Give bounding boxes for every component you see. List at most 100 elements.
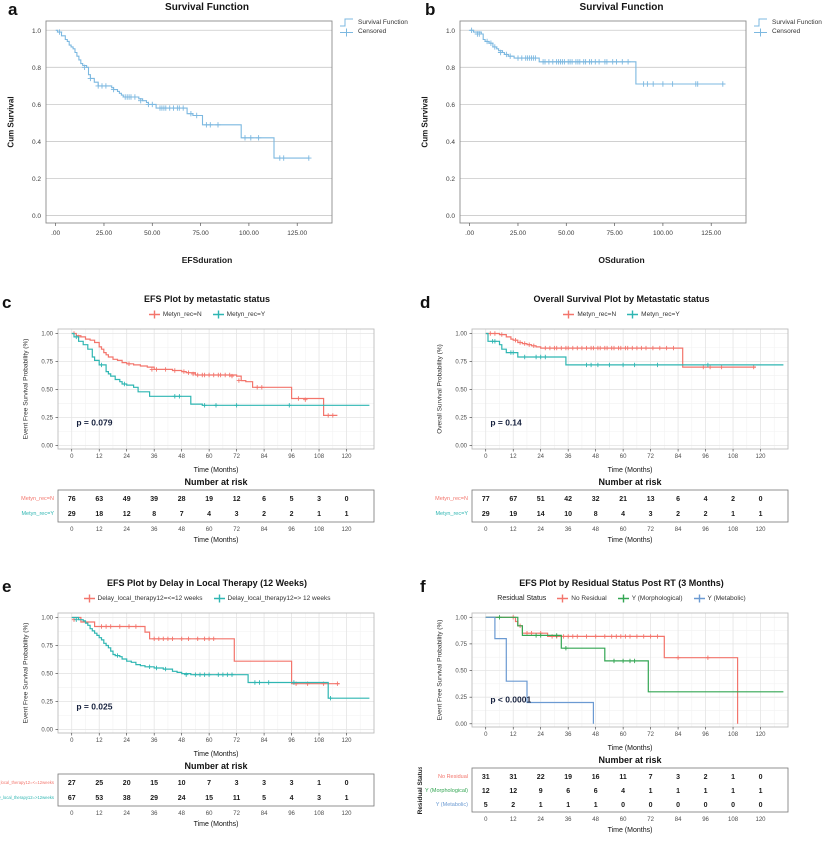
censor-mark — [179, 636, 184, 641]
risk-value: 3 — [290, 780, 294, 787]
y-tick-label: 1.00 — [455, 331, 467, 337]
censor-mark — [207, 122, 213, 128]
risk-value: 32 — [592, 496, 600, 503]
censor-mark — [507, 53, 513, 59]
censor-mark — [620, 362, 626, 368]
y-tick-label: 0.75 — [455, 360, 467, 366]
y-tick-label: 1.0 — [32, 28, 41, 35]
legend-label: Survival Function — [358, 19, 408, 26]
risk-value: 11 — [619, 774, 627, 781]
y-tick-label: 0.25 — [41, 700, 53, 706]
x-axis-label: EFSduration — [181, 255, 233, 265]
risk-value: 1 — [731, 774, 735, 781]
risk-x-tick-label: 96 — [288, 811, 295, 817]
risk-value: 1 — [539, 802, 543, 809]
risk-value: 1 — [759, 788, 763, 795]
censored-plus-icon — [213, 594, 225, 603]
risk-value: 2 — [704, 774, 708, 781]
censor-mark — [248, 135, 254, 141]
censor-mark — [229, 373, 235, 379]
censor-mark — [533, 633, 539, 638]
censor-mark — [632, 658, 637, 664]
censor-mark — [206, 372, 212, 378]
risk-value: 1 — [345, 511, 349, 518]
censor-mark — [266, 680, 271, 685]
y-tick-label: 0.4 — [32, 139, 41, 146]
x-tick-label: 0 — [70, 454, 74, 460]
plot-border — [459, 20, 747, 224]
x-tick-label: 120 — [756, 454, 767, 460]
censor-mark — [707, 364, 713, 370]
risk-value: 19 — [205, 496, 213, 503]
censored-plus-icon — [83, 594, 95, 603]
censor-mark — [701, 364, 706, 370]
risk-row-label: Metyn_rec=Y — [435, 511, 468, 517]
censor-mark — [660, 81, 666, 87]
risk-value: 9 — [539, 788, 543, 795]
risk-x-tick-label: 108 — [314, 811, 325, 817]
risk-table: No Residual 31 31 22 19 16 11 7 3 2 1 0Y (Morpholog… — [417, 767, 789, 834]
censor-mark — [566, 345, 571, 351]
censor-mark — [287, 403, 292, 408]
risk-table-title: Number at risk — [598, 477, 662, 487]
y-axis-label: Cum Survival — [420, 96, 430, 148]
risk-value: 38 — [123, 795, 131, 802]
censor-mark — [206, 672, 212, 677]
risk-table-title: Number at risk — [184, 761, 248, 771]
censor-mark — [648, 634, 653, 639]
km-curve — [71, 616, 370, 699]
risk-value: 28 — [178, 496, 186, 503]
risk-x-tick-label: 12 — [96, 527, 103, 533]
risk-value: 5 — [484, 802, 488, 809]
censor-mark — [497, 49, 504, 56]
censor-mark — [184, 672, 189, 677]
censor-mark — [584, 634, 589, 639]
censor-mark — [476, 31, 482, 37]
y-tick-label: 0.6 — [446, 102, 455, 109]
risk-value: 21 — [619, 496, 627, 503]
x-tick-label: 36 — [151, 454, 158, 460]
x-tick-label: 84 — [675, 454, 682, 460]
legend-item-survival: Survival Function — [754, 18, 822, 27]
censor-mark — [492, 44, 498, 50]
censor-mark — [561, 634, 566, 639]
censor-mark — [163, 367, 168, 372]
plot-background — [58, 613, 374, 733]
km-plot: 0 12 24 36 48 60 72 84 96 108 120 0.00 0.25 0.50 0.75 1… — [41, 612, 375, 758]
x-tick-label: 12 — [510, 732, 517, 738]
risk-value: 8 — [594, 511, 598, 518]
censor-mark — [156, 636, 161, 641]
risk-x-tick-label: 12 — [510, 817, 517, 823]
risk-value: 67 — [68, 795, 76, 802]
censor-mark — [532, 55, 539, 61]
legend: Metyn_rec=N Metyn_rec=Y — [0, 308, 414, 321]
risk-x-tick-label: 60 — [206, 811, 213, 817]
risk-value: 19 — [509, 511, 517, 518]
risk-row-label: Delay_local_therapy12=<=12weeks — [0, 780, 54, 785]
panel-d: d Overall Survival Plot by Metastatic st… — [414, 288, 829, 572]
censor-mark — [591, 345, 596, 351]
censor-mark — [598, 345, 603, 351]
censor-mark — [543, 345, 548, 351]
x-tick-label: 96 — [702, 732, 709, 738]
risk-x-tick-label: 24 — [537, 817, 544, 823]
censor-mark — [194, 112, 200, 119]
p-value: p = 0.14 — [490, 417, 522, 427]
censor-mark — [149, 367, 155, 372]
risk-value: 2 — [290, 511, 294, 518]
y-tick-label: 0.00 — [455, 722, 467, 728]
risk-value: 6 — [594, 788, 598, 795]
censor-mark — [117, 624, 122, 629]
y-tick-label: 0.00 — [41, 728, 53, 734]
risk-value: 39 — [150, 496, 158, 503]
risk-x-tick-label: 108 — [314, 527, 325, 533]
risk-value: 3 — [235, 780, 239, 787]
risk-value: 16 — [592, 774, 600, 781]
censor-mark — [650, 345, 656, 351]
x-tick-label: 24 — [123, 738, 130, 744]
risk-value: 13 — [647, 496, 655, 503]
x-tick-label: 108 — [314, 454, 325, 460]
risk-x-tick-label: 48 — [592, 527, 599, 533]
risk-value: 29 — [482, 511, 490, 518]
risk-x-tick-label: 12 — [510, 527, 517, 533]
